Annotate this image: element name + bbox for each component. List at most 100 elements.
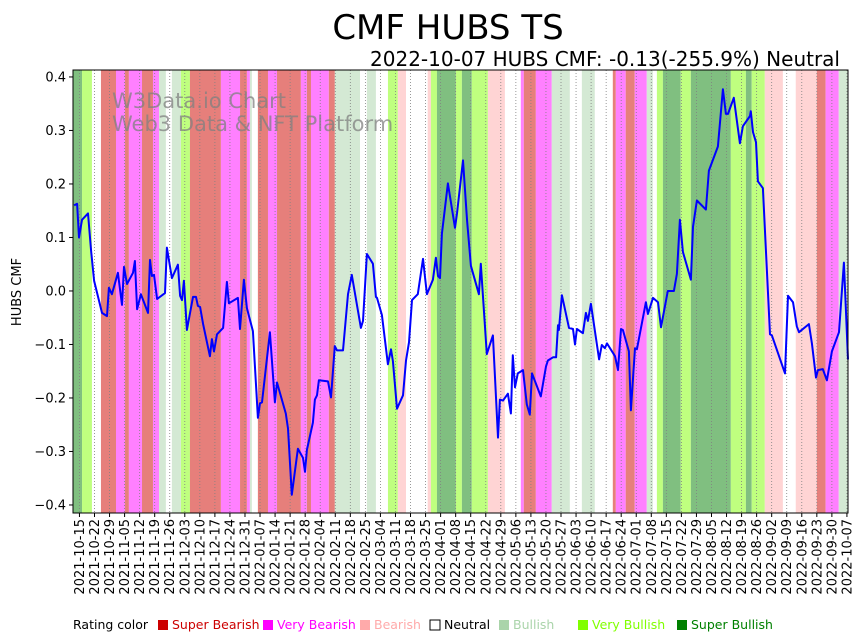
y-tick-label: 0.3 [45, 124, 66, 139]
x-tick-label: 2021-11-19 [148, 519, 163, 595]
x-tick-label: 2021-12-03 [178, 519, 193, 595]
rating-band-super-bearish [257, 70, 268, 513]
x-tick-label: 2022-09-23 [810, 519, 825, 595]
x-tick-label: 2022-06-03 [570, 519, 585, 595]
x-tick-label: 2022-08-12 [720, 519, 735, 595]
x-tick-label: 2022-02-04 [314, 519, 329, 595]
legend-swatch-bearish [360, 620, 370, 630]
watermark-line-2: Web3 Data & NFT Platform [112, 112, 393, 136]
rating-band-very-bullish [751, 70, 765, 513]
x-tick-label: 2022-02-18 [344, 519, 359, 595]
x-tick-label: 2021-10-15 [73, 519, 88, 595]
x-tick-label: 2022-05-27 [555, 519, 570, 595]
x-tick-label: 2022-01-07 [254, 519, 269, 595]
rating-band-very-bullish [455, 70, 462, 513]
rating-band-super-bearish [816, 70, 826, 513]
legend-label-neutral: Neutral [444, 617, 490, 632]
x-tick-label: 2022-08-05 [705, 519, 720, 595]
x-tick-label: 2022-07-08 [645, 519, 660, 595]
rating-band-super-bearish [306, 70, 311, 513]
x-tick-label: 2022-01-28 [299, 519, 314, 595]
rating-band-super-bearish [625, 70, 635, 513]
chart-title: CMF HUBS TS [332, 8, 563, 48]
x-tick-label: 2022-07-22 [675, 519, 690, 595]
x-tick-label: 2021-12-31 [238, 519, 253, 595]
y-axis: 0.4 0.3 0.2 0.1 0.0 −0.1 −0.2 −0.3 −0.4 [34, 70, 73, 513]
legend-label-very-bearish: Very Bearish [277, 617, 356, 632]
x-tick-label: 2022-02-11 [329, 519, 344, 595]
rating-band-very-bearish [520, 70, 524, 513]
rating-band-bearish [397, 70, 407, 513]
rating-band-bearish [764, 70, 783, 513]
rating-band-very-bullish [656, 70, 663, 513]
x-tick-label: 2021-12-10 [193, 519, 208, 595]
legend-swatch-super-bearish [158, 620, 168, 630]
rating-band-very-bearish [300, 70, 307, 513]
y-tick-label: 0.2 [45, 177, 66, 192]
legend-swatch-super-bullish [677, 620, 687, 630]
legend-title: Rating color [73, 617, 149, 632]
x-tick-label: 2022-04-22 [479, 519, 494, 595]
rating-band-bullish [158, 70, 166, 513]
legend-swatch-very-bullish [578, 620, 588, 630]
rating-band-very-bearish [634, 70, 647, 513]
rating-band-very-bullish [680, 70, 691, 513]
rating-band-super-bearish [612, 70, 616, 513]
x-tick-label: 2022-07-29 [690, 519, 705, 595]
rating-band-very-bullish [82, 70, 92, 513]
x-tick-label: 2021-12-24 [223, 519, 238, 595]
x-tick-label: 2022-06-10 [585, 519, 600, 595]
rating-band-super-bearish [125, 70, 129, 513]
y-tick-label: 0.0 [45, 284, 66, 299]
rating-band-very-bearish [615, 70, 626, 513]
rating-band-very-bearish [825, 70, 839, 513]
rating-band-bearish [795, 70, 817, 513]
rating-band-bullish [646, 70, 653, 513]
legend-label-bullish: Bullish [513, 617, 554, 632]
x-tick-label: 2021-11-26 [163, 519, 178, 595]
rating-band-very-bullish [387, 70, 398, 513]
rating-band-super-bullish [461, 70, 472, 513]
x-tick-label: 2022-03-18 [404, 519, 419, 595]
x-tick-label: 2022-06-24 [615, 519, 630, 595]
y-tick-label: −0.2 [34, 391, 66, 406]
legend-swatch-bullish [499, 620, 509, 630]
x-tick-label: 2022-09-09 [780, 519, 795, 595]
legend: Rating color Super Bearish Very Bearish Be… [73, 617, 773, 632]
x-tick-label: 2022-05-20 [539, 519, 554, 595]
x-tick-label: 2022-04-29 [494, 519, 509, 595]
rating-band-very-bullish [730, 70, 746, 513]
rating-band-very-bearish [535, 70, 552, 513]
y-tick-label: −0.1 [34, 338, 66, 353]
rating-band-very-bullish [430, 70, 437, 513]
rating-band-bearish [487, 70, 505, 513]
rating-band-bullish [581, 70, 595, 513]
rating-band-very-bearish [220, 70, 241, 513]
y-tick-label: −0.4 [34, 498, 66, 513]
x-tick-label: 2022-09-16 [795, 519, 810, 595]
chart-subtitle: 2022-10-07 HUBS CMF: -0.13(-255.9%) Neut… [370, 47, 840, 71]
x-tick-label: 2021-12-17 [208, 519, 223, 595]
legend-label-bearish: Bearish [374, 617, 421, 632]
plot-frame [72, 69, 849, 514]
y-tick-label: −0.3 [34, 445, 66, 460]
rating-band-bearish [427, 70, 431, 513]
x-tick-label: 2022-06-17 [600, 519, 615, 595]
rating-band-bullish [366, 70, 376, 513]
x-tick-label: 2022-04-01 [434, 519, 449, 595]
rating-band-bullish [551, 70, 570, 513]
x-tick-label: 2022-01-14 [269, 519, 284, 595]
legend-swatch-very-bearish [263, 620, 273, 630]
x-tick-label: 2021-11-12 [133, 519, 148, 595]
legend-label-super-bullish: Super Bullish [691, 617, 773, 632]
y-axis-label: HUBS CMF [10, 258, 25, 326]
rating-band-very-bearish [267, 70, 278, 513]
x-tick-label: 2022-07-01 [630, 519, 645, 595]
x-tick-label: 2022-05-13 [524, 519, 539, 595]
x-tick-label: 2022-03-11 [389, 519, 404, 595]
rating-band-bullish [171, 70, 181, 513]
x-tick-label: 2022-01-21 [284, 519, 299, 595]
rating-band-bullish [249, 70, 252, 513]
rating-band-super-bearish [142, 70, 153, 513]
